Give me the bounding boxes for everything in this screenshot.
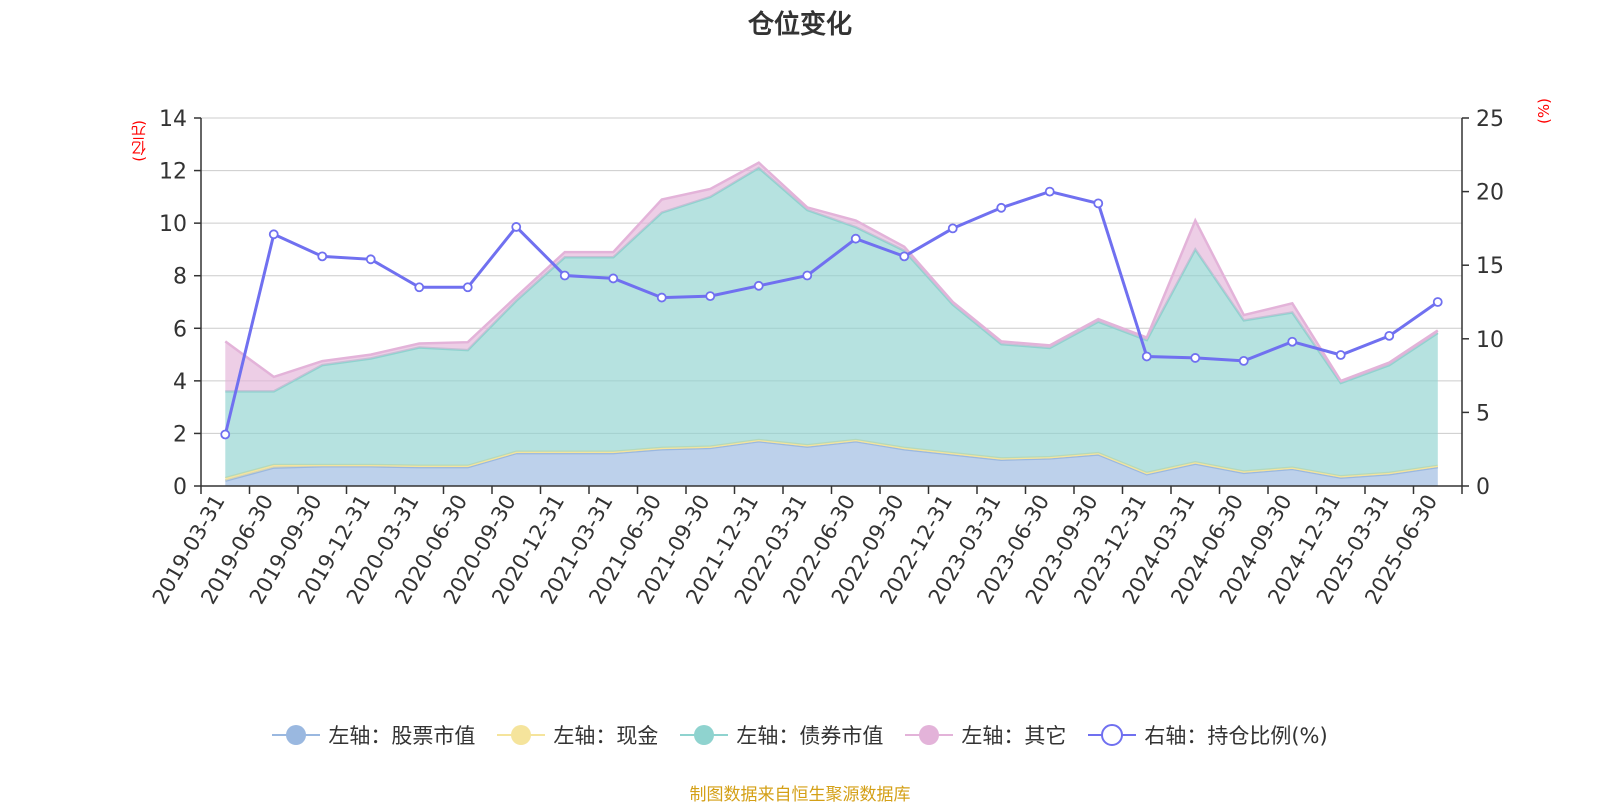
ratio-line — [220, 186, 1443, 440]
ratio-point — [1432, 297, 1443, 307]
legend-label: 左轴：股票市值 — [328, 724, 476, 748]
legend-label: 右轴：持仓比例(%) — [1144, 724, 1328, 748]
right-tick-label: 25 — [1476, 107, 1504, 132]
ratio-point — [705, 291, 716, 302]
ratio-point — [996, 202, 1007, 213]
ratio-point — [753, 280, 764, 291]
ratio-point — [850, 233, 861, 244]
ratio-point — [1093, 198, 1104, 209]
left-tick-label: 2 — [173, 422, 187, 447]
ratio-point — [1384, 330, 1395, 341]
ratio-point — [1287, 336, 1298, 347]
left-tick-label: 12 — [159, 160, 187, 185]
ratio-point — [268, 229, 279, 240]
area-左轴：债券市值 — [225, 167, 1438, 479]
left-tick-label: 6 — [173, 317, 187, 342]
legend-item-bond[interactable]: 左轴：债券市值 — [680, 720, 883, 750]
right-tick-label: 10 — [1476, 328, 1504, 353]
ratio-point — [1335, 350, 1346, 360]
stacked-areas — [224, 161, 1439, 486]
legend-item-stock[interactable]: 左轴：股票市值 — [272, 720, 475, 750]
right-tick-label: 0 — [1476, 475, 1490, 500]
ratio-point — [656, 292, 667, 303]
right-tick-label: 15 — [1476, 254, 1504, 279]
left-tick-label: 4 — [173, 370, 187, 395]
ratio-point — [1141, 351, 1152, 362]
legend-circle-icon — [497, 725, 546, 745]
area-左轴：股票市值 — [225, 441, 1438, 486]
left-tick-label: 10 — [159, 212, 187, 237]
right-tick-label: 20 — [1476, 181, 1504, 206]
ratio-point — [462, 282, 473, 293]
ratio-point — [899, 251, 910, 262]
legend-label: 左轴：现金 — [553, 724, 659, 748]
ratio-point — [220, 429, 231, 440]
legend-label: 左轴：其它 — [961, 724, 1067, 748]
ratio-point — [802, 270, 813, 281]
data-source-note: 制图数据来自恒生聚源数据库 — [689, 785, 911, 805]
left-axis-unit: (亿元) — [130, 120, 148, 162]
legend: 左轴：股票市值 左轴：现金 左轴：债券市值 左轴：其它 右轴：持仓比例(%) — [0, 720, 1600, 750]
legend-item-ratio[interactable]: 右轴：持仓比例(%) — [1088, 720, 1328, 750]
legend-circle-icon — [680, 725, 729, 745]
legend-circle-icon — [272, 725, 321, 745]
ratio-line-path — [223, 190, 1439, 435]
left-tick-label: 0 — [173, 475, 187, 500]
legend-hollow-circle-icon — [1088, 724, 1137, 746]
legend-circle-icon — [905, 725, 954, 745]
area-edge-左轴：其它 — [224, 161, 1439, 383]
ratio-point — [414, 282, 425, 293]
ratio-point — [559, 270, 570, 281]
ratio-point — [511, 222, 522, 232]
ratio-point — [947, 223, 958, 234]
ratio-point — [1238, 355, 1249, 366]
ratio-point — [365, 254, 376, 265]
legend-item-cash[interactable]: 左轴：现金 — [497, 720, 658, 750]
left-tick-label: 8 — [173, 265, 187, 290]
ratio-point — [1190, 353, 1201, 363]
ratio-point — [317, 251, 328, 262]
chart-title: 仓位变化 — [747, 10, 852, 40]
ratio-point — [1044, 186, 1055, 197]
left-tick-label: 14 — [159, 107, 187, 132]
legend-item-other[interactable]: 左轴：其它 — [905, 720, 1066, 750]
ratio-point — [608, 273, 619, 284]
right-tick-label: 5 — [1476, 401, 1490, 426]
right-axis-unit: (%) — [1535, 98, 1553, 124]
legend-label: 左轴：债券市值 — [736, 724, 884, 748]
